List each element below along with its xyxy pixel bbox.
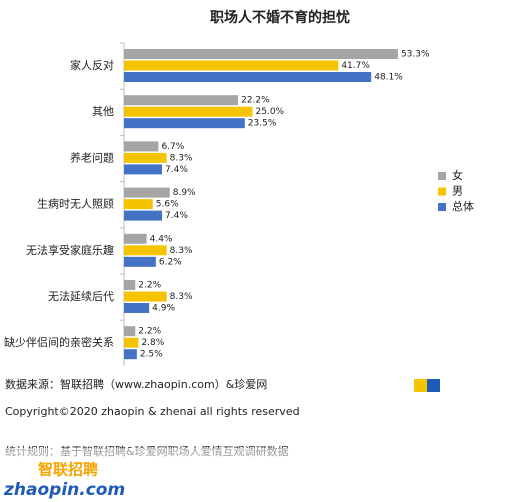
note: 数据来源：智联招聘（www.zhaopin.com）&珍爱网 (5, 377, 267, 391)
value-label: 7.4% (165, 165, 188, 175)
y-tick-label: 生病时无人照顾 (37, 197, 114, 211)
value-label: 22.2% (241, 96, 270, 106)
bar (124, 291, 167, 302)
bar (124, 349, 137, 360)
bar (124, 337, 139, 348)
y-tick-label: 无法享受家庭乐趣 (26, 243, 114, 257)
value-label: 53.3% (401, 50, 430, 60)
value-label: 2.5% (140, 350, 163, 360)
note: Copyright©2020 zhaopin & zhenai all righ… (5, 405, 300, 418)
value-label: 2.8% (141, 338, 164, 348)
bar (124, 164, 163, 175)
logo-name: 智联招聘 (38, 461, 98, 479)
value-label: 4.9% (152, 304, 175, 314)
bar (124, 233, 147, 244)
legend-label: 总体 (452, 199, 474, 213)
legend-swatch (438, 203, 446, 211)
bar (124, 245, 167, 256)
value-label: 23.5% (248, 119, 277, 129)
bar (124, 303, 150, 313)
logo-site: zhaopin.com (3, 480, 125, 500)
value-label: 8.3% (170, 153, 193, 163)
bar (124, 187, 170, 198)
bar (124, 95, 239, 106)
value-label: 8.9% (173, 188, 196, 198)
bar (124, 118, 245, 129)
value-label: 2.2% (138, 281, 161, 291)
chart-title: 职场人不婚不育的担忧 (210, 9, 350, 26)
bar (124, 49, 398, 59)
bar (124, 152, 167, 163)
bar (124, 210, 163, 221)
value-label: 48.1% (374, 73, 403, 83)
bar (124, 199, 153, 210)
icon (414, 379, 427, 392)
bar (124, 256, 156, 267)
bar (124, 60, 339, 71)
value-label: 6.7% (161, 142, 184, 152)
bar (124, 326, 136, 337)
value-label: 8.3% (170, 246, 193, 256)
fade (0, 448, 521, 502)
value-label: 2.2% (138, 327, 161, 337)
value-label: 4.4% (150, 234, 173, 244)
y-tick-label: 养老问题 (70, 150, 114, 164)
legend-label: 男 (452, 185, 463, 198)
value-label: 8.3% (170, 292, 193, 302)
y-tick-label: 家人反对 (70, 58, 114, 72)
bar (124, 141, 159, 152)
legend-label: 女 (452, 168, 463, 182)
value-label: 5.6% (156, 200, 179, 210)
bar (124, 280, 136, 290)
icon (427, 379, 440, 392)
y-tick-label: 缺少伴侣间的亲密关系 (4, 335, 114, 349)
legend-swatch (438, 187, 446, 196)
bar (124, 72, 372, 82)
y-tick-label: 其他 (92, 105, 114, 118)
legend-swatch (438, 172, 446, 180)
value-label: 7.4% (165, 211, 188, 221)
value-label: 6.2% (159, 257, 182, 267)
bar (124, 106, 253, 117)
value-label: 41.7% (341, 61, 370, 71)
value-label: 25.0% (256, 107, 285, 117)
y-tick-label: 无法延续后代 (48, 289, 114, 303)
